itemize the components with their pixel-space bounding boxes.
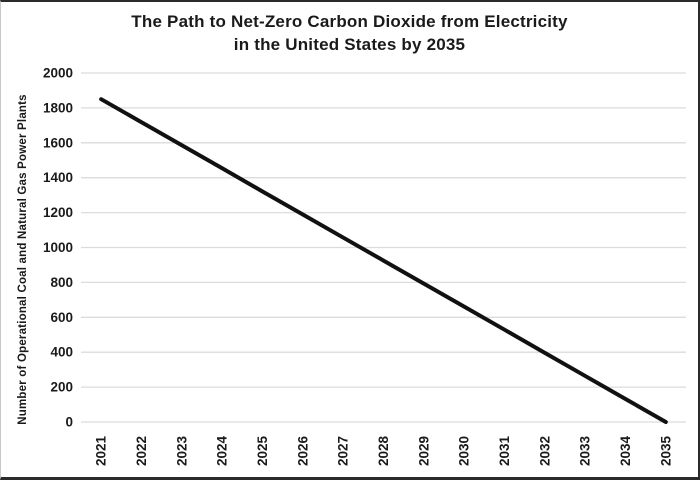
x-tick-label: 2028 bbox=[376, 435, 391, 466]
chart-title: The Path to Net-Zero Carbon Dioxide from… bbox=[1, 10, 698, 56]
x-tick-label: 2021 bbox=[94, 435, 109, 466]
data-line bbox=[99, 97, 668, 424]
x-tick-label: 2025 bbox=[255, 435, 270, 466]
x-tick-label: 2030 bbox=[457, 436, 472, 466]
x-tick-label: 2031 bbox=[497, 435, 512, 466]
x-tick-label: 2034 bbox=[618, 435, 633, 466]
y-tick-label: 1200 bbox=[43, 205, 73, 220]
x-tick-label: 2029 bbox=[416, 436, 431, 466]
x-tick-label: 2024 bbox=[215, 435, 230, 466]
y-tick-label: 800 bbox=[50, 275, 73, 290]
y-tick-label: 2000 bbox=[43, 66, 73, 81]
y-axis-title: Number of Operational Coal and Natural G… bbox=[17, 94, 29, 425]
y-tick-label: 1800 bbox=[43, 100, 73, 115]
chart-title-line-2: in the United States by 2035 bbox=[233, 35, 466, 54]
y-tick-label: 1400 bbox=[43, 170, 73, 185]
x-tick-label: 2026 bbox=[295, 435, 310, 466]
y-tick-label: 200 bbox=[50, 380, 73, 395]
y-tick-label: 0 bbox=[65, 415, 73, 430]
chart-title-line-1: The Path to Net-Zero Carbon Dioxide from… bbox=[131, 12, 568, 31]
x-tick-label: 2032 bbox=[537, 436, 552, 466]
x-tick-label: 2035 bbox=[658, 435, 673, 466]
y-tick-label: 1000 bbox=[43, 240, 73, 255]
x-tick-label: 2023 bbox=[174, 435, 189, 466]
x-tick-label: 2022 bbox=[134, 436, 149, 466]
x-tick-label: 2033 bbox=[578, 435, 593, 466]
x-tick-label: 2027 bbox=[336, 436, 351, 466]
y-tick-label: 400 bbox=[50, 345, 73, 360]
y-tick-label: 1600 bbox=[43, 135, 73, 150]
y-tick-label: 600 bbox=[50, 310, 73, 325]
